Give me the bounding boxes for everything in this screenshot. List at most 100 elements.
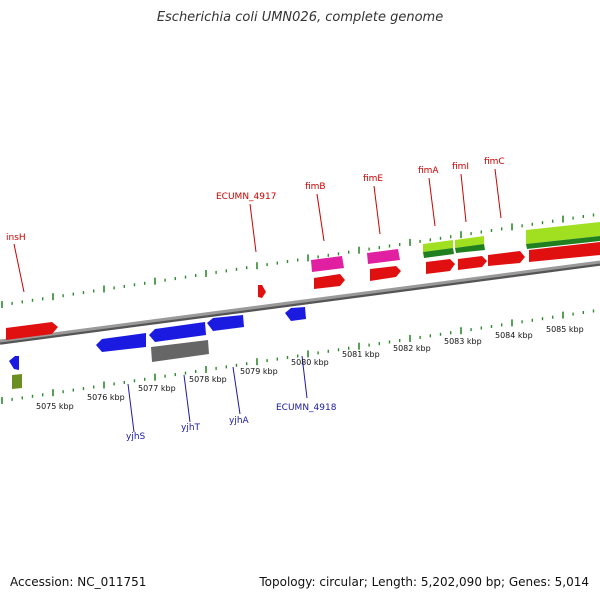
cds-yjhT-gray: [151, 340, 209, 362]
minus-tick: [225, 365, 227, 369]
minus-tick: [31, 394, 34, 398]
gene-fimC[interactable]: [488, 251, 525, 266]
minus-tick: [11, 397, 13, 401]
plus-tick: [225, 269, 227, 273]
minus-tick: [235, 363, 238, 367]
minus-tick: [419, 335, 421, 339]
scale-labels: 5075 kbp 5076 kbp 5077 kbp 5078 kbp 5079…: [36, 325, 584, 411]
plus-tick: [307, 254, 309, 262]
scale-label: 5078 kbp: [189, 375, 227, 384]
plus-tick: [215, 270, 217, 274]
plus-tick: [256, 262, 258, 270]
plus-tick: [235, 267, 238, 271]
plus-tick: [21, 300, 23, 304]
minus-tick: [215, 366, 217, 370]
gene-insH[interactable]: [6, 322, 58, 340]
topology-summary: Topology: circular; Length: 5,202,090 bp…: [259, 575, 589, 589]
minus-tick: [42, 393, 44, 397]
label-yjhT: yjhT: [181, 423, 201, 433]
plus-tick: [11, 301, 13, 305]
plus-tick: [93, 289, 95, 293]
minus-tick: [541, 317, 544, 321]
minus-tick: [184, 371, 187, 375]
plus-tick: [72, 292, 74, 296]
cds-fimD-green: [526, 236, 600, 249]
plus-tick: [31, 298, 34, 302]
plus-tick: [133, 283, 136, 287]
label-yjhA: yjhA: [229, 416, 250, 426]
minus-tick: [164, 374, 166, 378]
minus-tick: [72, 388, 74, 392]
label-fimC: fimC: [484, 157, 505, 167]
gene-fimI[interactable]: [458, 256, 487, 270]
plus-tick: [286, 260, 289, 263]
cds-fimI-green: [455, 244, 485, 253]
gene-yjhS[interactable]: [96, 333, 146, 352]
minus-tick: [592, 309, 595, 313]
label-fimE: fimE: [363, 174, 383, 184]
minus-tick: [470, 328, 472, 332]
minus-tick: [348, 346, 350, 350]
backbone-shadow: [0, 262, 600, 345]
plus-tick: [531, 222, 533, 226]
minus-tick: [154, 373, 156, 381]
plus-tick: [592, 213, 595, 217]
plus-tick: [429, 238, 431, 242]
gene-yjhA[interactable]: [207, 315, 244, 331]
gene-fimA[interactable]: [426, 259, 455, 274]
plus-tick: [358, 246, 360, 254]
minus-tick: [21, 396, 23, 400]
plus-tick: [521, 224, 523, 228]
plus-tick: [378, 246, 380, 250]
plus-tick: [144, 281, 146, 285]
minus-tick: [103, 381, 105, 389]
minus-tick: [378, 342, 380, 346]
plus-tick: [460, 231, 462, 239]
minus-tick: [531, 318, 533, 322]
minus-tick: [552, 315, 554, 319]
plus-tick: [582, 215, 584, 218]
plus-tick: [368, 247, 370, 251]
plus-tick: [480, 230, 482, 234]
label-insH: insH: [6, 233, 26, 243]
scale-label: 5076 kbp: [87, 393, 125, 402]
plus-tick: [297, 258, 299, 262]
scale-label: 5082 kbp: [393, 344, 431, 353]
scale-label: 5084 kbp: [495, 331, 533, 340]
minus-tick: [133, 379, 136, 383]
plus-tick: [439, 236, 442, 240]
plus-tick: [184, 275, 187, 279]
minus-tick: [429, 334, 431, 338]
minus-tick: [409, 334, 411, 342]
gene-fimD[interactable]: [529, 242, 600, 262]
plus-tick: [266, 263, 268, 267]
label-yjhS: yjhS: [126, 432, 146, 442]
plus-tick: [327, 253, 329, 257]
plus-labels: insH ECUMN_4917 fimB fimE fimA fimI fimC: [6, 157, 505, 293]
plus-tick: [572, 216, 574, 220]
minus-tick: [174, 373, 176, 377]
minus-tick: [62, 390, 64, 394]
accession-text: Accession: NC_011751: [10, 575, 147, 589]
plus-tick: [103, 285, 105, 293]
minus-tick: [93, 385, 95, 389]
plus-tick: [246, 266, 248, 270]
minus-tick: [450, 331, 452, 335]
minus-tick: [480, 326, 482, 330]
gene-fimB[interactable]: [314, 274, 345, 289]
scale-label: 5083 kbp: [444, 337, 482, 346]
scale-label: 5079 kbp: [240, 367, 278, 376]
label-ECUMN-4918: ECUMN_4918: [276, 403, 337, 413]
gene-yjhT[interactable]: [149, 322, 206, 342]
gene-ECUMN-4917[interactable]: [258, 285, 266, 298]
scale-label: 5080 kbp: [291, 358, 329, 367]
gene-fimE[interactable]: [370, 266, 401, 281]
plus-tick: [470, 232, 472, 236]
gene-ECUMN-4918[interactable]: [285, 307, 306, 321]
minus-tick: [327, 349, 329, 353]
plus-tick: [399, 243, 401, 246]
plus-tick: [541, 221, 544, 225]
backbone: [0, 260, 600, 343]
plus-tick: [409, 238, 411, 246]
